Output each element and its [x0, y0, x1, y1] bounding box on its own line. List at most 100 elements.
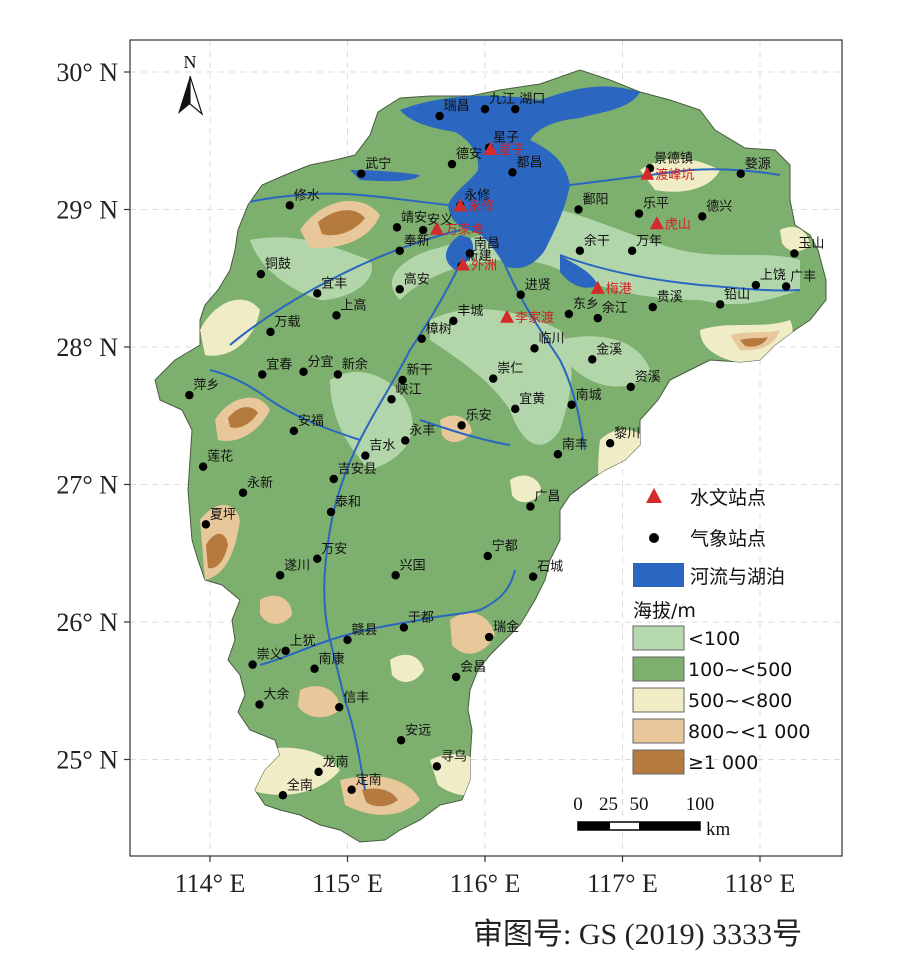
weather-station-marker [564, 309, 574, 319]
weather-station-label: 泰和 [335, 495, 361, 510]
weather-station-label: 德安 [456, 147, 482, 162]
approval-number: 审图号: GS (2019) 3333号 [473, 918, 802, 951]
weather-station-marker [392, 223, 402, 232]
weather-station-marker [256, 269, 266, 279]
water-swatch [633, 563, 684, 587]
weather-station-marker [457, 421, 466, 430]
longitude-axis: 114° E 115° E 116° E 117° E 118° E [175, 856, 795, 898]
weather-station-label: 永修 [464, 188, 490, 203]
weather-station-label: 石城 [537, 560, 563, 575]
hydro-symbol-icon [646, 488, 662, 503]
weather-station-marker [489, 374, 498, 383]
weather-station-label: 广丰 [790, 270, 816, 285]
weather-station-marker [258, 370, 267, 379]
weather-station-label: 新余 [342, 357, 368, 373]
weather-station-marker [451, 672, 461, 682]
lon-tick-label: 114° E [175, 869, 246, 898]
weather-station-marker [313, 554, 322, 563]
weather-station-marker [574, 205, 583, 214]
weather-station-marker [432, 762, 442, 771]
weather-station-label: 星子 [493, 131, 519, 146]
weather-station-label: 宁都 [492, 538, 518, 554]
lake-and-rivers [350, 86, 640, 288]
weather-station-marker [511, 104, 520, 114]
weather-station-marker [395, 246, 404, 255]
weather-station-label: 万载 [275, 315, 301, 330]
lon-tick-label: 117° E [587, 869, 658, 898]
hydro-station-marker [590, 280, 605, 294]
weather-station-label: 全南 [287, 777, 313, 793]
scale-bar: 0 25 50 100 km [573, 794, 730, 840]
hydro-station-marker [500, 309, 514, 323]
weather-station-marker [781, 282, 791, 291]
weather-station-label: 永丰 [409, 424, 435, 439]
weather-station-label: 广昌 [534, 490, 560, 505]
weather-station-marker [275, 571, 285, 580]
weather-station-marker [626, 382, 635, 392]
weather-station-label: 上饶 [760, 268, 786, 283]
weather-station-label: 景德镇 [654, 151, 693, 166]
north-arrow: N [178, 52, 204, 116]
weather-station-marker [278, 791, 288, 800]
weather-station-label: 安福 [298, 414, 324, 429]
weather-station-label: 夏坪 [210, 507, 236, 522]
weather-station-label: 宜丰 [321, 276, 347, 291]
weather-station-label: 南昌 [474, 236, 500, 252]
weather-station-label: 崇仁 [497, 362, 523, 377]
hydro-station-marker [649, 216, 664, 230]
hydro-station-label: 李家渡 [515, 310, 554, 326]
lat-tick-label: 25° N [56, 746, 118, 775]
weather-station-marker [343, 635, 352, 645]
weather-station-marker [248, 660, 257, 669]
weather-station-marker [399, 623, 409, 632]
weather-station-marker [516, 290, 525, 299]
weather-station-label: 婺源 [745, 156, 771, 172]
weather-station-marker [648, 302, 657, 312]
weather-station-marker [634, 209, 644, 218]
weather-station-label: 兴国 [400, 558, 426, 573]
legend-weather-label: 气象站点 [690, 528, 766, 550]
weather-station-marker [201, 520, 211, 529]
weather-station-label: 南康 [319, 651, 345, 667]
weather-station-marker [314, 767, 323, 777]
weather-station-label: 进贤 [525, 278, 551, 293]
weather-station-label: 南丰 [562, 436, 588, 452]
weather-station-label: 乐安 [466, 408, 492, 423]
weather-station-label: 南城 [576, 387, 602, 403]
legend: 水文站点 气象站点 河流与湖泊 海拔/m <100 100~<500 500~<80… [632, 487, 811, 775]
elevation-swatch [632, 718, 685, 744]
weather-stations: 九江 湖口瑞昌星子德安都昌 景德镇 婺源武宁修水 永修 鄱阳 乐平 德兴靖安 安义奉新 南昌 余干万… [185, 92, 824, 800]
weather-station-label: 寻乌 [441, 748, 467, 764]
weather-station-label: 于都 [408, 611, 434, 626]
weather-station-label: 赣县 [352, 623, 378, 638]
weather-station-label: 瑞昌 [444, 99, 470, 114]
weather-station-marker [333, 370, 343, 379]
weather-station-marker [238, 488, 248, 497]
weather-station-marker [528, 572, 538, 581]
weather-station-marker [526, 502, 535, 511]
weather-station-label: 安远 [405, 723, 431, 738]
weather-station-label: 玉山 [798, 237, 824, 252]
weather-station-marker [465, 249, 475, 258]
weather-station-marker [418, 225, 428, 235]
weather-station-marker [484, 632, 494, 642]
weather-station-label: 丰城 [457, 304, 483, 319]
weather-station-label: 上高 [341, 297, 367, 313]
elevation-swatch [632, 687, 685, 713]
weather-station-marker [715, 300, 725, 309]
weather-station-marker [435, 111, 444, 121]
weather-station-marker [401, 436, 410, 445]
lat-tick-label: 29° N [56, 196, 118, 225]
weather-station-label: 金溪 [596, 341, 622, 357]
weather-station-label: 定南 [356, 772, 382, 788]
weather-station-label: 湖口 [519, 92, 545, 107]
weather-station-marker [198, 462, 208, 471]
hydro-station-label: 虎山 [665, 217, 691, 232]
north-arrow-icon [178, 76, 190, 114]
lat-tick-label: 26° N [56, 608, 118, 637]
weather-station-label: 武宁 [365, 156, 391, 172]
lat-tick-label: 28° N [56, 333, 118, 362]
scale-unit: km [706, 819, 731, 840]
